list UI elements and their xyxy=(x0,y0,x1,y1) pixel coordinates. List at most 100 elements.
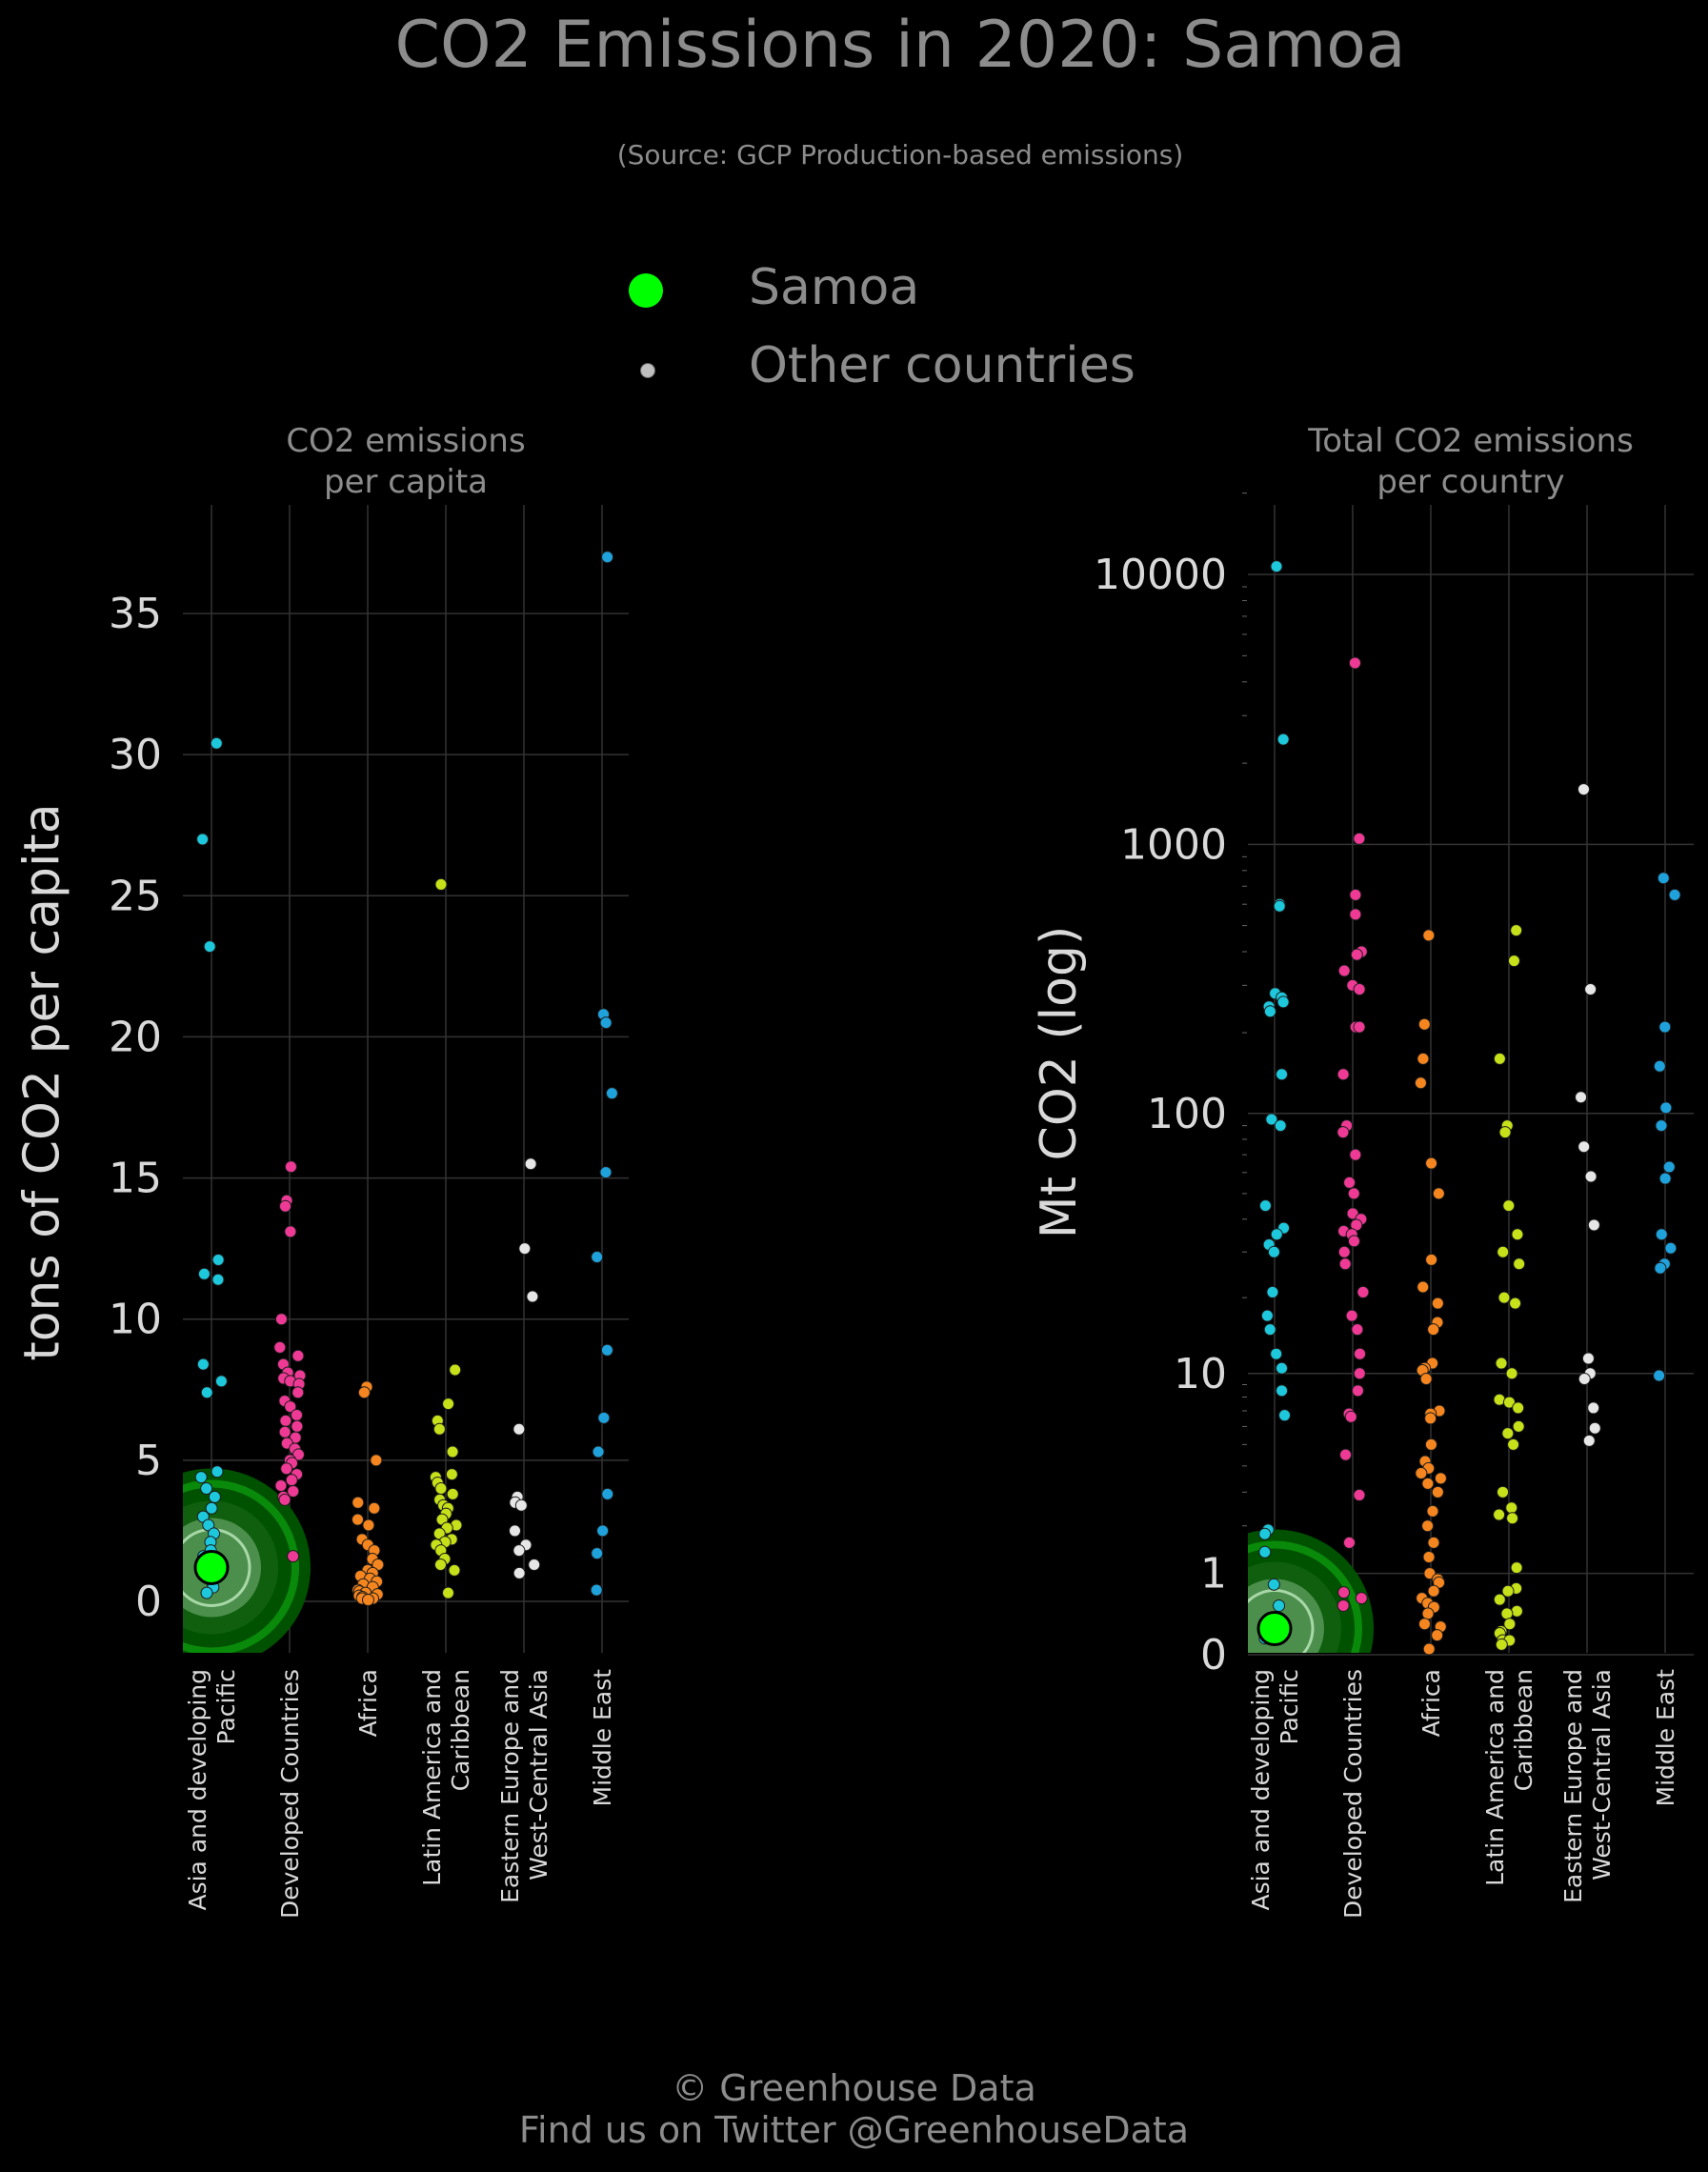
data-point xyxy=(1664,1241,1678,1255)
panel-per-capita: 0 5 10 15 20 25 30 35 Asia and developingPacific… xyxy=(109,505,629,1919)
data-point xyxy=(1344,1410,1357,1423)
data-point xyxy=(1577,1372,1591,1385)
data-point xyxy=(601,1487,614,1500)
y-tick-label: 25 xyxy=(109,872,162,920)
data-point xyxy=(287,1550,300,1563)
x-tick-label: Asia and developingPacific xyxy=(1247,1669,1303,1911)
data-point xyxy=(208,1490,221,1503)
data-point xyxy=(1427,1323,1440,1337)
data-point xyxy=(1425,1253,1438,1266)
x-tick-label-line: Africa xyxy=(354,1669,382,1737)
data-point xyxy=(1500,1607,1514,1620)
data-point xyxy=(1338,1257,1352,1271)
data-point xyxy=(205,1501,218,1515)
data-point xyxy=(1507,1438,1520,1451)
data-point xyxy=(1502,1199,1516,1213)
data-point xyxy=(442,1398,455,1411)
data-point xyxy=(1658,1172,1672,1185)
data-point xyxy=(446,1487,459,1500)
data-point xyxy=(1512,1401,1525,1415)
data-point xyxy=(524,1157,537,1171)
data-point xyxy=(351,1513,364,1526)
data-point xyxy=(1348,656,1361,670)
x-tick-label-line: Developed Countries xyxy=(276,1669,304,1919)
y-tick-label: 10000 xyxy=(1094,551,1227,599)
data-point xyxy=(280,1462,293,1476)
data-point xyxy=(1355,1592,1368,1605)
data-point xyxy=(1348,1235,1361,1248)
data-point xyxy=(446,1445,459,1458)
data-point xyxy=(1659,1101,1673,1115)
data-point xyxy=(1511,1228,1524,1241)
data-point xyxy=(1351,1323,1364,1337)
data-point xyxy=(1276,996,1290,1009)
x-tick-label: Middle East xyxy=(589,1669,616,1807)
data-point xyxy=(370,1454,383,1467)
y-tick-label: 1 xyxy=(1200,1550,1227,1599)
x-tick-label-line: Pacific xyxy=(212,1669,240,1744)
data-point xyxy=(1497,1485,1510,1498)
data-point xyxy=(445,1468,458,1481)
left-panel-title-line2: per capita xyxy=(323,463,488,501)
data-point xyxy=(448,1563,461,1577)
data-point xyxy=(433,1558,447,1571)
data-point xyxy=(1655,1228,1668,1241)
data-point xyxy=(1427,1536,1440,1549)
data-point xyxy=(1417,1052,1430,1065)
data-point xyxy=(1351,1384,1364,1398)
x-tick-label: Eastern Europe andWest-Central Asia xyxy=(1559,1669,1616,1903)
data-point xyxy=(1336,1126,1350,1139)
x-tick-label-line: Asia and developing xyxy=(184,1669,211,1911)
data-point xyxy=(1577,783,1590,796)
data-point xyxy=(1502,1396,1516,1409)
data-point xyxy=(1274,1119,1287,1133)
x-tick-label: Developed Countries xyxy=(1339,1669,1367,1919)
x-tick-label-line: Eastern Europe and xyxy=(1559,1669,1587,1903)
data-point xyxy=(601,551,614,564)
data-point xyxy=(1575,1091,1588,1104)
y-tick-label: 5 xyxy=(135,1437,162,1485)
data-point xyxy=(1354,1347,1367,1360)
x-tick-label: Asia and developingPacific xyxy=(184,1669,240,1911)
data-point xyxy=(200,1481,213,1495)
data-point xyxy=(1353,1367,1366,1380)
data-point xyxy=(1668,888,1681,901)
data-point xyxy=(291,1386,305,1399)
right-panel-title: Total CO2 emissions per country xyxy=(1252,421,1690,503)
data-point xyxy=(449,1363,462,1377)
data-point xyxy=(526,1290,539,1303)
y-tick-label: 0 xyxy=(1200,1631,1227,1679)
data-point xyxy=(1653,1059,1666,1073)
data-point xyxy=(1505,1367,1518,1380)
samoa-point xyxy=(193,1549,230,1585)
y-tick-label: 10 xyxy=(1174,1350,1227,1398)
data-point xyxy=(1353,982,1366,996)
x-tick-label-line: Developed Countries xyxy=(1339,1669,1367,1919)
data-point xyxy=(1425,1156,1438,1170)
data-point xyxy=(1422,1642,1436,1656)
data-point xyxy=(1588,1421,1601,1435)
data-point xyxy=(1582,1434,1596,1447)
data-point xyxy=(196,1358,210,1371)
data-point xyxy=(1424,1438,1437,1451)
data-point xyxy=(1349,888,1362,901)
data-point xyxy=(196,833,210,846)
data-point xyxy=(1349,1148,1362,1161)
data-point xyxy=(1263,1323,1276,1337)
data-point xyxy=(291,1419,304,1433)
y-tick-label: 1000 xyxy=(1120,820,1227,869)
x-tick-label-line: Latin America and xyxy=(1481,1669,1509,1886)
data-point xyxy=(361,1594,374,1607)
data-point xyxy=(1422,929,1436,942)
data-point xyxy=(291,1448,305,1461)
data-point xyxy=(1270,1228,1283,1241)
data-point xyxy=(1510,924,1523,937)
data-point xyxy=(278,1425,291,1438)
x-tick-label: Africa xyxy=(354,1669,382,1737)
data-point xyxy=(1501,1427,1515,1440)
data-point xyxy=(1273,899,1286,913)
data-point xyxy=(1662,1160,1676,1174)
data-point xyxy=(1278,1409,1292,1422)
data-point xyxy=(1493,1593,1506,1606)
